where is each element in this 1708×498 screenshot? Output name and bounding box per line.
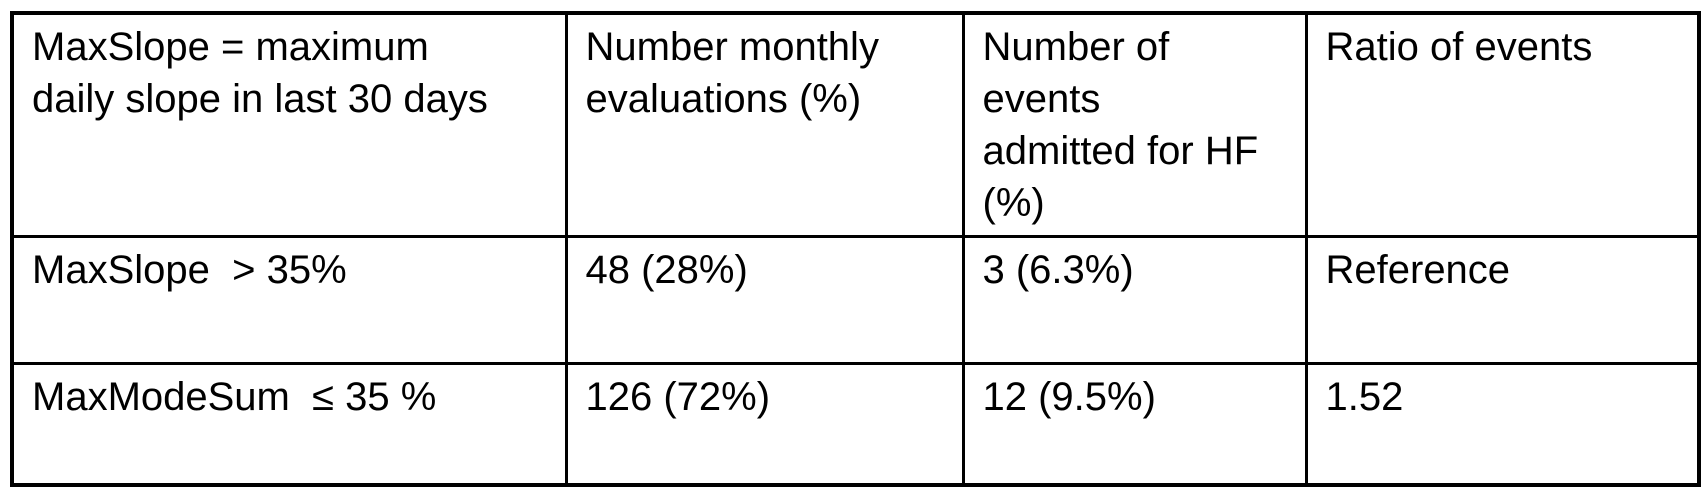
column-header-number-monthly-evaluations: Number monthly evaluations (%) — [564, 11, 965, 238]
column-header-number-events-admitted-hf: Number of events admitted for HF (%) — [961, 11, 1308, 238]
column-header-ratio-of-events: Ratio of events — [1304, 11, 1701, 238]
column-header-maxslope-definition: MaxSlope = maximum daily slope in last 3… — [10, 11, 568, 238]
table-row-maxslope-gt-35: MaxSlope > 35% 48 (28%) 3 (6.3%) Referen… — [10, 235, 1701, 365]
cell-ratio-of-events: Reference — [1304, 235, 1701, 365]
cell-monthly-evaluations: 126 (72%) — [564, 362, 965, 486]
table-header-row: MaxSlope = maximum daily slope in last 3… — [10, 11, 1701, 238]
cell-events-admitted-hf: 12 (9.5%) — [961, 362, 1308, 486]
cell-events-admitted-hf: 3 (6.3%) — [961, 235, 1308, 365]
cell-monthly-evaluations: 48 (28%) — [564, 235, 965, 365]
cell-group-label: MaxSlope > 35% — [10, 235, 568, 365]
table-row-maxmodesum-le-35: MaxModeSum ≤ 35 % 126 (72%) 12 (9.5%) 1.… — [10, 362, 1701, 486]
results-table: MaxSlope = maximum daily slope in last 3… — [10, 11, 1701, 487]
cell-group-label: MaxModeSum ≤ 35 % — [10, 362, 568, 486]
cell-ratio-of-events: 1.52 — [1304, 362, 1701, 486]
